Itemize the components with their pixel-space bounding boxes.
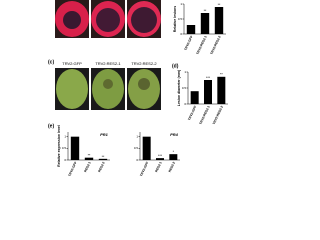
x-tick-label: TRV2:GFP	[183, 34, 194, 51]
y-tick-label: 0	[64, 158, 66, 162]
leaf-label: TRV2:RES2-2	[131, 61, 157, 66]
significance: **	[88, 154, 91, 158]
figure: (c) TRV2:GFP TRV2:RES2-1 TRV2:RES2-2 (d)…	[48, 0, 228, 177]
bar	[169, 154, 178, 160]
significance: **	[204, 9, 207, 13]
lesion	[63, 11, 81, 29]
bar	[200, 13, 210, 34]
bar	[70, 136, 80, 160]
x-tick-label: TRV2:RES2-2	[209, 35, 221, 55]
panel-label: (d)	[172, 63, 179, 69]
y-tick-label: 0.5	[178, 17, 183, 21]
leaf-label: TRV2:GFP	[62, 61, 82, 66]
x-tick-label: RES2-2	[168, 161, 176, 173]
y-axis-label: Lesion diameter (mm)	[177, 70, 181, 106]
bar	[98, 158, 108, 160]
y-tick-label: 1	[184, 70, 186, 74]
bar	[156, 158, 164, 160]
x-tick-label: RES2-1	[83, 161, 91, 173]
x-tick-label: TRV2:RES2-1	[195, 35, 207, 55]
bar	[217, 76, 226, 104]
significance: *	[173, 150, 175, 154]
y-tick-label: 0	[136, 158, 138, 162]
bar	[204, 80, 212, 104]
x-tick-label: TRV2:RES2-1	[198, 105, 210, 125]
x-tick-label: RES2-2	[97, 161, 105, 173]
significance: **	[102, 155, 105, 159]
y-tick-label: 0.5	[134, 146, 139, 150]
lesion	[96, 8, 120, 32]
bar	[186, 25, 196, 34]
panel-label: (e)	[48, 123, 54, 129]
lesion	[138, 78, 150, 90]
y-tick-label: 0	[180, 32, 182, 36]
chart-title: PR4	[170, 132, 179, 137]
x-tick-label: TRV2:GFP	[139, 160, 150, 177]
y-tick-label: 0.5	[62, 146, 67, 150]
y-tick-label: 0	[184, 102, 186, 106]
y-tick-label: 1	[136, 134, 138, 138]
leaf	[56, 69, 88, 109]
lesion	[103, 79, 113, 89]
significance: **	[220, 73, 223, 77]
bar	[214, 7, 224, 34]
bar	[84, 157, 94, 160]
y-axis-label: Relative lesions	[173, 6, 177, 33]
leaf-label: TRV2:RES2-1	[95, 61, 121, 66]
x-tick-label: RES2-1	[154, 161, 162, 173]
x-tick-label: TRV2:RES2-2	[212, 105, 224, 125]
y-tick-label: 1	[180, 2, 182, 6]
bar	[142, 136, 151, 160]
green-leaves	[55, 68, 161, 110]
y-tick-label: 1	[64, 134, 66, 138]
y-tick-label: 0.5	[182, 86, 187, 90]
significance: ***	[206, 76, 211, 80]
chart-title: PR1	[100, 132, 109, 137]
significance: ***	[158, 154, 163, 158]
panel-label: (c)	[48, 59, 54, 65]
bar	[190, 91, 199, 104]
x-tick-label: TRV2:GFP	[67, 160, 78, 177]
lesion	[131, 7, 157, 33]
y-axis-label: Relative expression level	[57, 125, 61, 167]
infected-leaves	[55, 0, 161, 38]
x-tick-label: TRV2:GFP	[187, 104, 198, 121]
significance: **	[218, 3, 221, 7]
